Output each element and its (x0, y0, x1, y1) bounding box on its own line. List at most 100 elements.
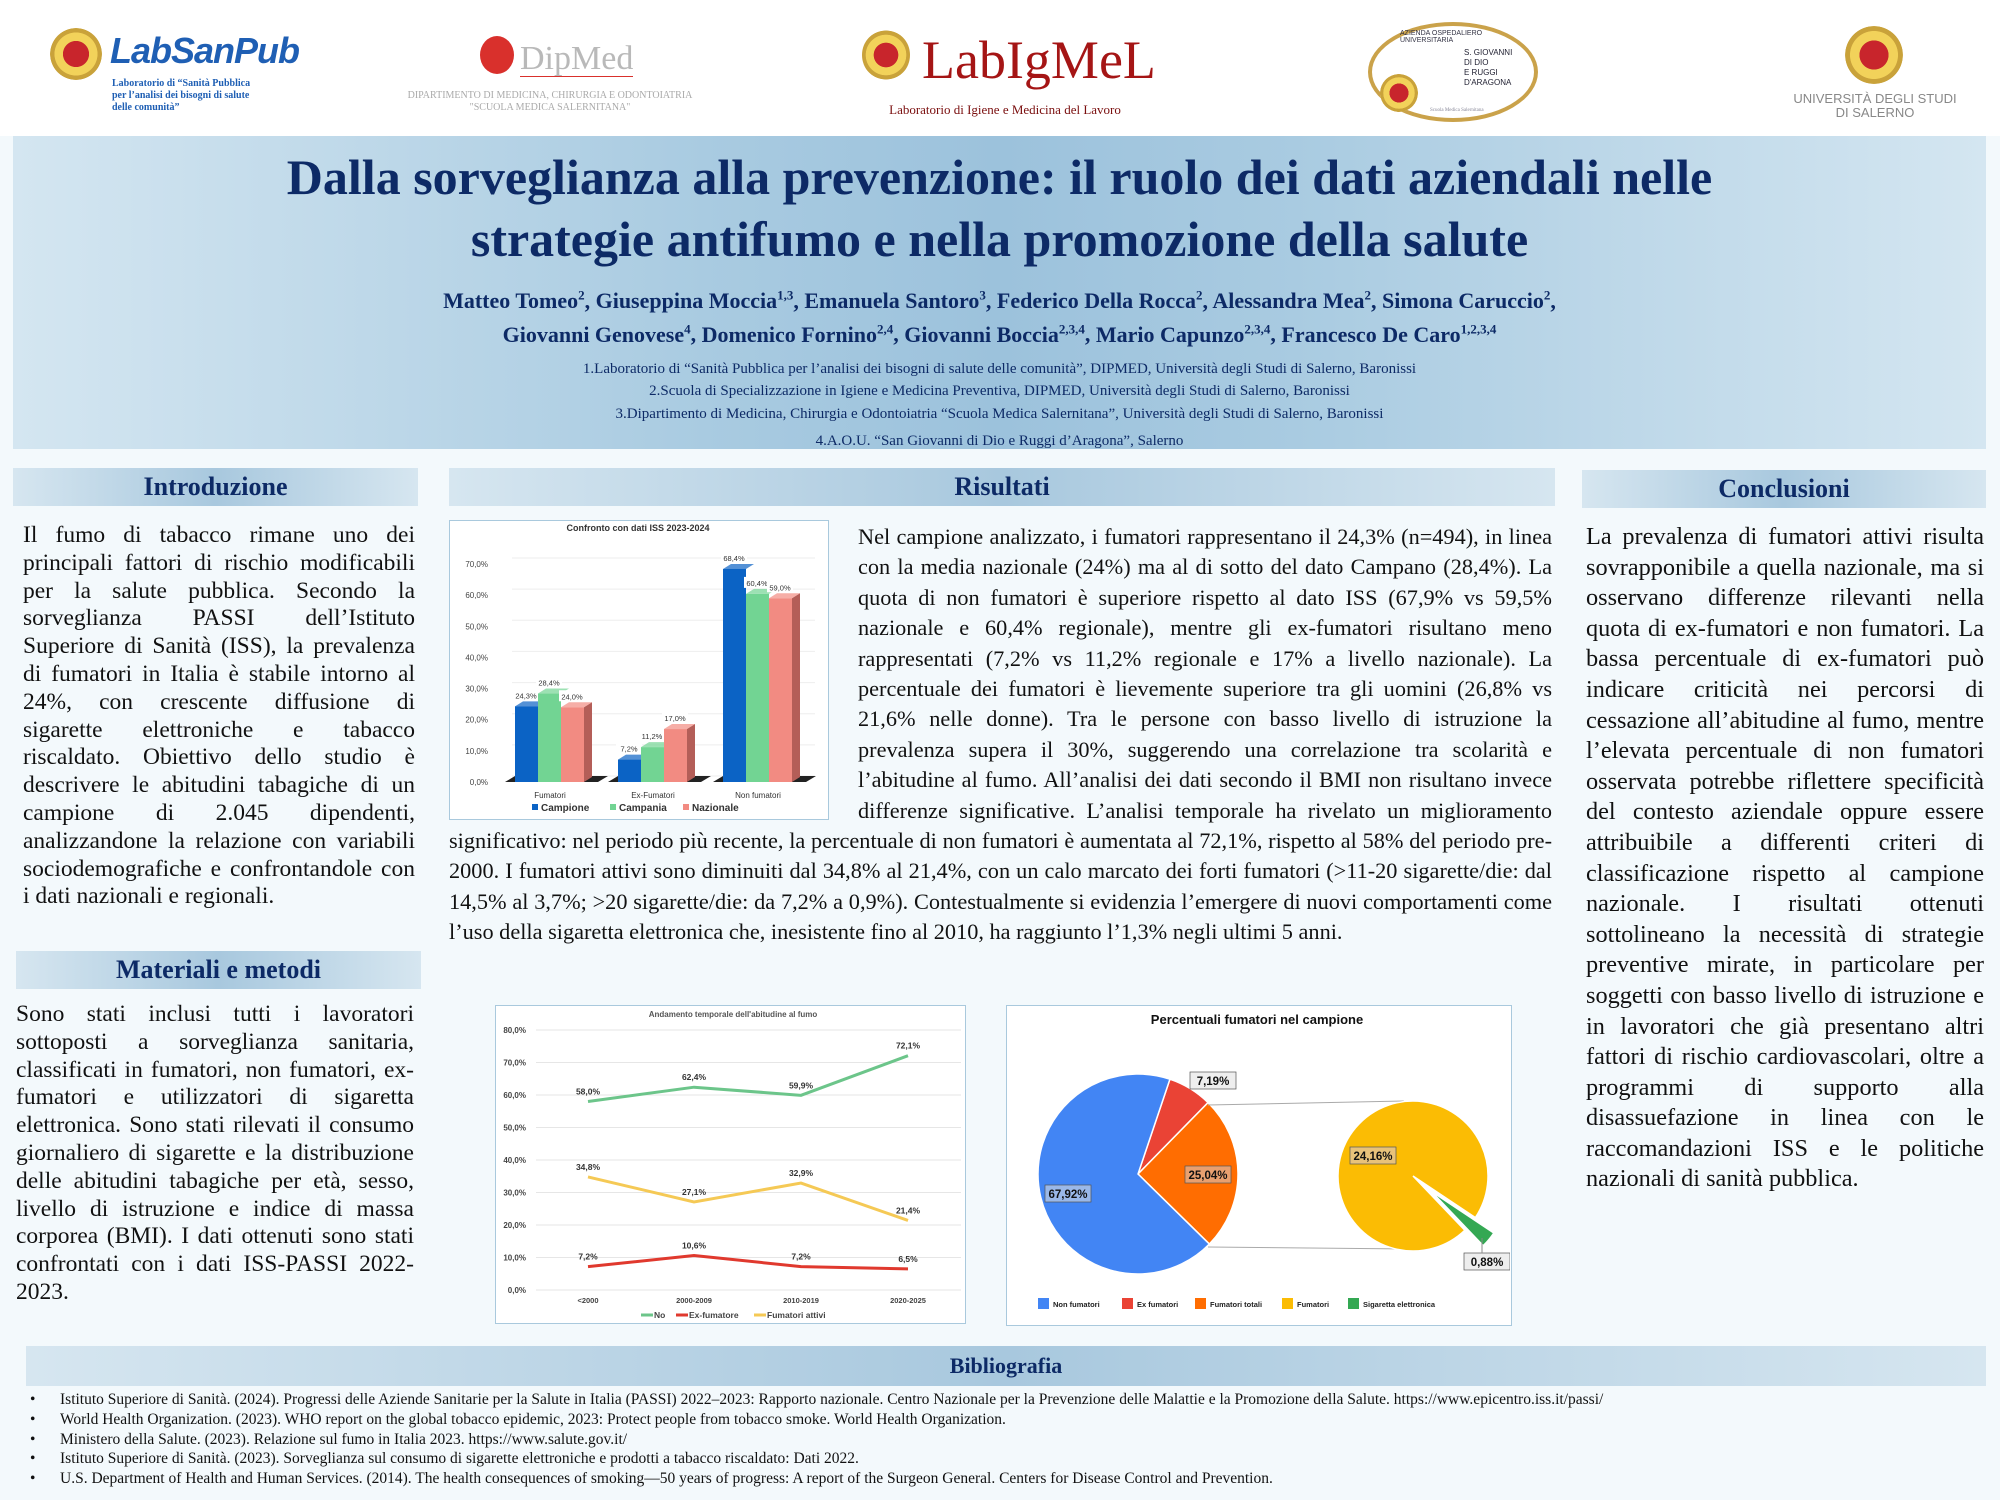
bar (561, 707, 584, 782)
data-label: 10,6% (682, 1241, 707, 1251)
labsanpub-logo: LabSanPub (110, 30, 300, 71)
unisa-seal-logo (1845, 26, 1903, 84)
author-affiliation-mark: 1,3 (777, 288, 794, 303)
data-label: 62,4% (682, 1072, 707, 1082)
data-label-bg (616, 742, 642, 754)
author: Matteo Tomeo2 (443, 288, 585, 314)
aou-line: E RUGGI (1464, 68, 1498, 77)
legend-label: Non fumatori (1053, 1300, 1100, 1309)
data-label-bg (767, 581, 793, 593)
data-label: 59,0% (769, 583, 791, 592)
y-tick-label: 10,0% (503, 1254, 526, 1263)
bibliography-heading: Bibliografia (26, 1346, 1986, 1386)
connector-line (1207, 1100, 1405, 1106)
reference-item: Ministero della Salute. (2023). Relazion… (30, 1430, 1980, 1450)
x-tick-label: Ex-Fumatori (631, 791, 675, 800)
author: Mario Capunzo2,3,4 (1095, 321, 1271, 347)
x-tick-label: 2010-2019 (783, 1296, 819, 1305)
legend-label: Fumatori totali (1210, 1300, 1262, 1309)
author-affiliation-mark: 2 (578, 288, 585, 303)
y-tick-label: 0,0% (508, 1286, 526, 1295)
bar (515, 706, 538, 782)
author-line: Matteo Tomeo2, Giuseppina Moccia1,3, Ema… (443, 288, 1556, 314)
chart-title: Andamento temporale dell'abitudine al fu… (649, 1010, 818, 1019)
data-label: 34,8% (576, 1162, 601, 1172)
y-tick-label: 60,0% (465, 591, 488, 600)
data-label-bg (559, 690, 585, 702)
data-label-bg (721, 551, 747, 563)
legend-swatch (610, 804, 616, 810)
legend-label: Campione (541, 803, 590, 814)
title-banner: Dalla sorveglianza alla prevenzione: il … (13, 136, 1986, 449)
affiliation: 3.Dipartimento di Medicina, Chirurgia e … (615, 405, 1384, 422)
author: Giuseppina Moccia1,3 (595, 288, 794, 314)
author: Federico Della Rocca2 (996, 288, 1203, 314)
legend-label: Campania (619, 803, 667, 814)
connector-line (1207, 1246, 1412, 1250)
data-label: 27,1% (682, 1187, 707, 1197)
author-affiliation-mark: 4 (684, 321, 691, 337)
data-label-bg (513, 689, 539, 701)
legend-label: No (654, 1310, 665, 1320)
author-affiliation-mark: 3 (979, 288, 986, 303)
poster-title: Dalla sorveglianza alla prevenzione: il … (13, 146, 1986, 270)
affiliation: 4.A.O.U. “San Giovanni di Dio e Ruggi d’… (815, 433, 1184, 450)
data-label: 7,19% (1197, 1076, 1230, 1088)
author: Alessandra Mea2 (1212, 288, 1371, 314)
legend-swatch (683, 804, 689, 810)
line-chart: Andamento temporale dell'abitudine al fu… (495, 1005, 966, 1324)
y-tick-label: 40,0% (465, 653, 488, 662)
data-label: 32,9% (789, 1168, 814, 1178)
legend-label: Ex fumatori (1137, 1300, 1178, 1309)
data-label: 67,92% (1048, 1189, 1087, 1201)
pie-slice (1430, 1190, 1495, 1247)
y-tick-label: 60,0% (503, 1091, 526, 1100)
title-line: Dalla sorveglianza alla prevenzione: il … (286, 149, 1713, 205)
data-label-bg (536, 676, 562, 688)
unisa-line2: DI SALERNO (1835, 105, 1915, 120)
labsanpub-subtitle: Laboratorio di “Sanità Pubblica per l’an… (112, 78, 251, 113)
data-label-bg (1189, 1071, 1237, 1090)
affiliation: 1.Laboratorio di “Sanità Pubblica per l’… (582, 360, 1417, 377)
unisa-wordmark: UNIVERSITÀ DEGLI STUDI DI SALERNO (1790, 92, 1960, 120)
reference-item: Istituto Superiore di Sanità. (2023). So… (30, 1449, 1980, 1469)
methods-text: Sono stati inclusi tutti i lavoratori so… (16, 1001, 414, 1305)
x-tick-label: 2000-2009 (676, 1296, 712, 1305)
authors: Matteo Tomeo2, Giuseppina Moccia1,3, Ema… (13, 282, 1986, 349)
data-label: 7,2% (791, 1252, 811, 1262)
author: Simona Caruccio2 (1381, 288, 1551, 314)
bar (746, 593, 769, 782)
aou-arc-text: AZIENDA OSPEDALIERO UNIVERSITARIA (1400, 30, 1483, 44)
author: Francesco De Caro1,2,3,4 (1281, 321, 1497, 347)
affiliations: 1.Laboratorio di “Sanità Pubblica per l’… (13, 358, 1986, 453)
reference-item: World Health Organization. (2023). WHO r… (30, 1410, 1980, 1430)
pie-slice (1337, 1100, 1489, 1252)
x-tick-label: 2020-2025 (890, 1296, 926, 1305)
bar (769, 598, 792, 782)
results-body: Confronto con dati ISS 2023-2024 0,0% 10,0… (449, 520, 1552, 948)
author-affiliation-mark: 2 (1543, 288, 1551, 303)
data-label-bg (662, 712, 688, 724)
legend-swatch (1195, 1298, 1206, 1309)
author: Giovanni Genovese4 (502, 321, 691, 347)
series-line (587, 1254, 909, 1271)
data-label-bg (1044, 1184, 1092, 1203)
data-label: 58,0% (576, 1087, 601, 1097)
pie-slice (1037, 1073, 1211, 1275)
pie-chart: Percentuali fumatori nel campione 67,92% 7… (1006, 1005, 1512, 1326)
data-label: 28,4% (538, 679, 560, 688)
author: Giovanni Boccia2,3,4 (904, 321, 1085, 347)
dipmed-logo: DipMed (520, 40, 634, 77)
data-label: 24,3% (515, 691, 537, 700)
reference-item: U.S. Department of Health and Human Serv… (30, 1469, 1980, 1489)
author-affiliation-mark: 2,3,4 (1244, 321, 1271, 337)
conclusions-heading: Conclusioni (1582, 470, 1986, 508)
conclusions-text: La prevalenza di fumatori attivi risulta… (1586, 523, 1984, 1193)
data-label: 0,88% (1471, 1257, 1504, 1269)
legend-swatch (1038, 1298, 1049, 1309)
unisa-seal-logo (50, 28, 102, 80)
unisa-line1: UNIVERSITÀ DEGLI STUDI (1793, 91, 1957, 106)
aou-line: D'ARAGONA (1464, 78, 1512, 87)
labigmel-logo: LabIgMeL (922, 30, 1156, 90)
legend-swatch (1122, 1298, 1133, 1309)
